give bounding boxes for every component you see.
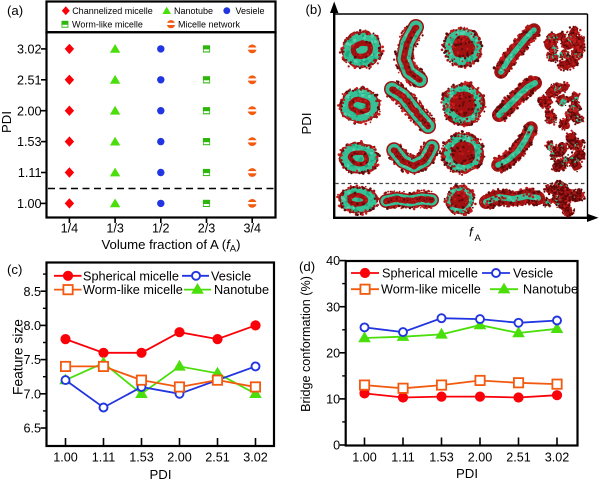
svg-text:Feature size: Feature size [11,319,26,395]
svg-text:8.5: 8.5 [23,285,41,299]
svg-text:6.5: 6.5 [23,422,41,436]
svg-text:PDI: PDI [299,113,314,135]
svg-text:1.53: 1.53 [129,451,154,465]
svg-text:7.5: 7.5 [23,353,41,367]
svg-text:Nanotube: Nanotube [214,283,269,297]
svg-text:0: 0 [333,439,340,453]
svg-text:Worm-like micelle: Worm-like micelle [72,20,143,30]
svg-text:Spherical micelle: Spherical micelle [382,267,478,281]
svg-text:Nanotube: Nanotube [174,6,213,16]
svg-text:3.02: 3.02 [243,451,268,465]
svg-text:Worm-like micelle: Worm-like micelle [83,283,183,297]
svg-text:PDI: PDI [0,111,14,133]
svg-text:PDI: PDI [456,466,478,481]
svg-text:Volume fraction of A (fA): Volume fraction of A (fA) [101,237,240,255]
svg-text:Vesicle: Vesicle [513,267,553,281]
svg-text:30: 30 [326,300,340,314]
svg-text:1.11: 1.11 [18,166,42,180]
svg-text:1.00: 1.00 [53,451,78,465]
svg-text:Micelle network: Micelle network [178,20,241,30]
svg-text:Worm-like micelle: Worm-like micelle [381,283,481,297]
svg-text:1/3: 1/3 [106,222,124,236]
svg-text:10: 10 [326,393,340,407]
svg-text:Bridge conformation (%): Bridge conformation (%) [299,276,313,412]
svg-text:1.11: 1.11 [92,451,116,465]
svg-text:3/4: 3/4 [243,222,261,236]
svg-text:Vesicle: Vesicle [211,269,251,283]
svg-text:7.0: 7.0 [23,387,41,401]
svg-text:(b): (b) [306,2,322,17]
svg-text:2.51: 2.51 [17,73,42,87]
svg-text:1.00: 1.00 [352,451,377,465]
svg-text:Nanotube: Nanotube [523,283,578,297]
svg-text:40: 40 [326,254,340,268]
svg-text:1.53: 1.53 [17,135,42,149]
svg-text:3.02: 3.02 [17,43,42,57]
svg-text:2.00: 2.00 [17,104,42,118]
svg-text:A: A [475,233,482,244]
svg-text:1.00: 1.00 [17,197,42,211]
svg-text:1.11: 1.11 [391,451,415,465]
svg-text:20: 20 [326,346,340,360]
svg-text:Vesiele: Vesiele [236,6,265,16]
svg-text:2.51: 2.51 [506,451,531,465]
svg-text:2.00: 2.00 [167,451,192,465]
svg-text:1.53: 1.53 [429,451,454,465]
svg-text:8.0: 8.0 [23,319,41,333]
svg-text:Channelized micelle: Channelized micelle [72,6,153,16]
svg-text:(a): (a) [7,3,23,18]
svg-text:2.51: 2.51 [205,451,230,465]
svg-text:2.00: 2.00 [468,451,493,465]
svg-text:2/3: 2/3 [198,222,216,236]
svg-text:Spherical micelle: Spherical micelle [83,269,179,283]
svg-text:PDI: PDI [150,467,172,482]
svg-text:(d): (d) [299,259,315,274]
svg-text:1/4: 1/4 [61,222,79,236]
svg-text:3.02: 3.02 [545,451,570,465]
svg-text:1/2: 1/2 [152,222,170,236]
svg-text:f: f [469,225,474,240]
svg-text:(c): (c) [7,262,22,277]
